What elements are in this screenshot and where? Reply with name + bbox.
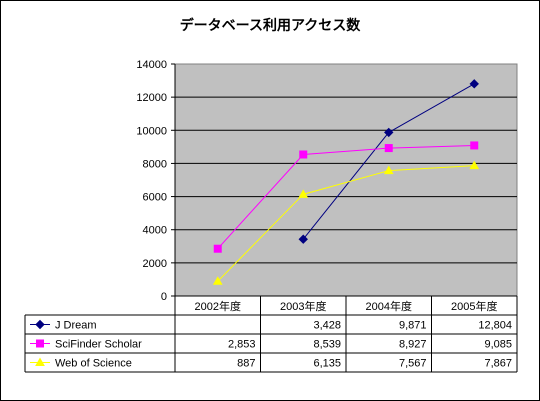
table-value: 12,804 [478,320,512,332]
series-line [217,165,475,282]
y-tick-label: 12000 [136,92,167,104]
table-value: 9,871 [399,320,427,332]
table-value: 7,567 [399,358,427,370]
data-point [383,165,394,175]
x-category-label: 2004年度 [366,299,412,313]
data-point [213,244,222,253]
legend-key-marker [36,339,44,348]
x-category-label: 2005年度 [451,299,497,313]
series-lines [212,79,480,285]
x-category-label: 2002年度 [195,299,241,313]
table-value: 8,927 [399,339,427,351]
data-point [298,189,309,198]
table-value: 7,867 [484,358,512,370]
y-tick-label: 8000 [143,158,167,170]
legend-series-name: J Dream [55,320,97,332]
data-table: 2002年度 2003年度 2004年度 2005年度 J Dream 3,428 9,87… [24,295,518,373]
data-point [384,144,393,153]
y-tick-label: 6000 [143,192,167,204]
data-point [299,150,308,159]
legend-key-marker [35,319,45,330]
data-point [470,141,479,150]
table-value: 9,085 [484,339,512,351]
table-value: 887 [237,358,255,370]
table-value: 3,428 [313,320,341,332]
y-axis: 0 2000 4000 6000 8000 10000 12000 14000 [136,59,176,303]
data-point [212,276,223,285]
table-value: 8,539 [313,339,341,351]
series-line [217,144,475,250]
y-tick-label: 2000 [143,258,167,270]
y-tick-label: 4000 [143,225,167,237]
legend-key-marker [35,357,45,366]
gridlines [175,96,517,264]
y-tick-label: 14000 [136,59,167,71]
table-value: 2,853 [228,339,256,351]
chart-title: データベース利用アクセス数 [179,18,361,34]
y-tick-label: 0 [161,291,167,303]
legend-series-name: SciFinder Scholar [55,339,142,351]
data-point [384,127,394,138]
data-point [298,234,308,244]
plot-area [174,63,518,297]
legend-series-name: Web of Science [55,358,132,370]
table-value: 6,135 [313,358,341,370]
y-tick-label: 10000 [136,125,167,137]
data-point [469,160,480,170]
data-point [469,79,479,89]
x-category-label: 2003年度 [280,299,326,313]
